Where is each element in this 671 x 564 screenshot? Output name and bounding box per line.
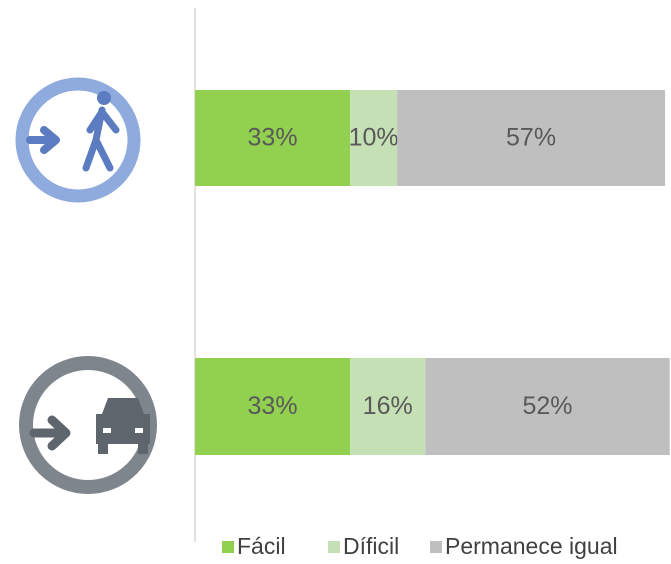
car-icon [19, 356, 157, 494]
pedestrian-icon [15, 77, 141, 203]
legend-label: Fácil [237, 533, 286, 559]
bar-segment [350, 358, 426, 455]
bar-segment [425, 358, 670, 455]
legend-label: Permanece igual [445, 533, 618, 559]
bar-segment [195, 90, 351, 186]
legend-swatch [430, 541, 442, 553]
legend-swatch [222, 541, 234, 553]
legend-label: Díficil [343, 533, 399, 559]
bar-segment [350, 90, 398, 186]
value-label: 57% [506, 124, 556, 152]
legend-swatch [328, 541, 340, 553]
value-label: 33% [248, 392, 298, 420]
value-label: 16% [363, 392, 413, 420]
bar-segment [397, 90, 665, 186]
bar-segment [195, 358, 351, 455]
value-label: 33% [248, 124, 298, 152]
value-label: 10% [349, 124, 399, 152]
value-label: 52% [522, 392, 572, 420]
